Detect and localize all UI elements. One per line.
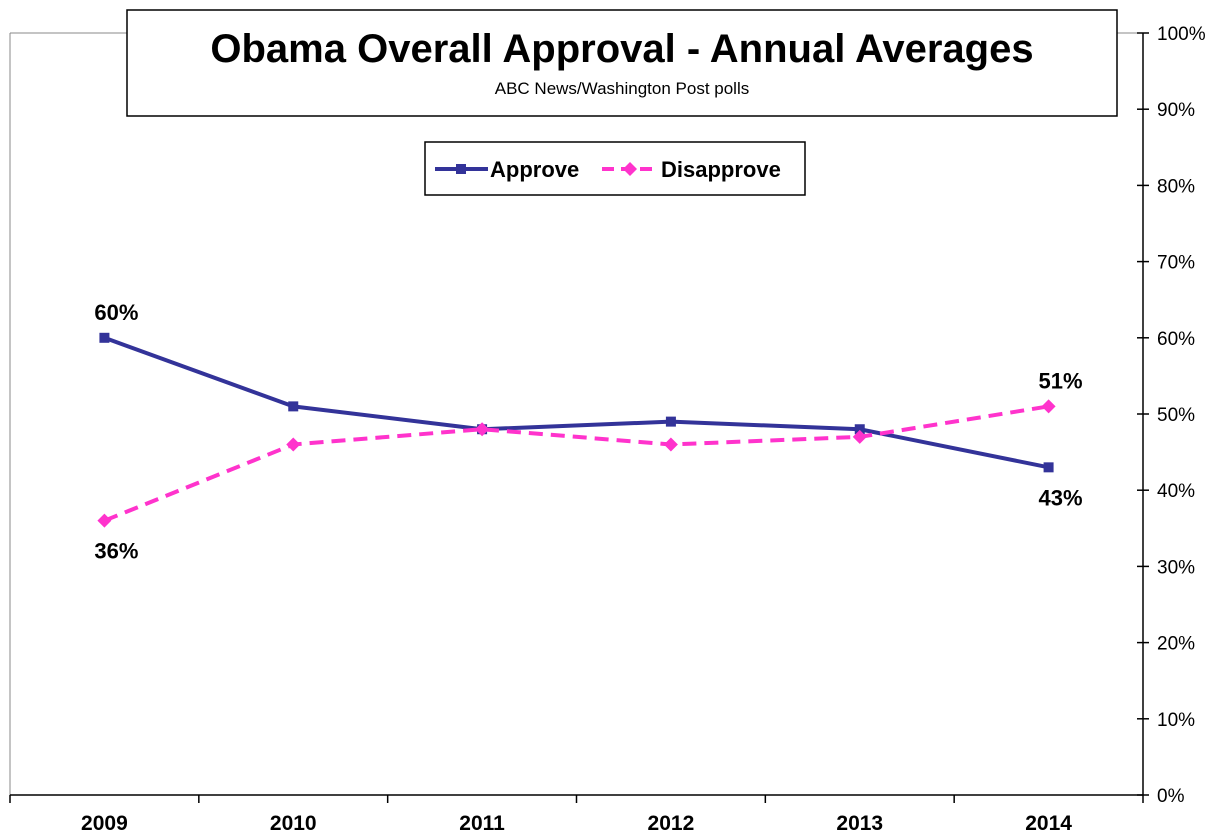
point-approve <box>1043 462 1054 473</box>
legend-approve-marker <box>456 164 466 174</box>
y-tick-label: 0% <box>1157 786 1185 807</box>
y-tick-label: 80% <box>1157 176 1195 197</box>
y-tick-label: 20% <box>1157 634 1195 655</box>
legend-disapprove-marker <box>623 162 637 176</box>
title-box: Obama Overall Approval - Annual Averages… <box>126 9 1118 117</box>
y-tick-label: 50% <box>1157 405 1195 426</box>
point-disapprove <box>1041 399 1056 414</box>
point-approve <box>99 332 110 343</box>
legend-approve-label: Approve <box>490 157 579 182</box>
data-label: 43% <box>1039 485 1083 510</box>
legend: Approve Disapprove <box>424 141 806 196</box>
x-tick-label: 2013 <box>836 812 883 835</box>
series-line-disapprove <box>103 404 1049 523</box>
point-approve <box>854 424 865 435</box>
chart-subtitle: ABC News/Washington Post polls <box>495 79 749 98</box>
legend-disapprove-label: Disapprove <box>661 157 781 182</box>
point-disapprove <box>663 437 678 452</box>
point-disapprove <box>852 429 867 444</box>
y-tick-label: 70% <box>1157 253 1195 274</box>
point-disapprove <box>475 422 490 437</box>
x-tick-label: 2014 <box>1025 812 1072 835</box>
data-label: 60% <box>94 300 138 325</box>
x-tick-label: 2012 <box>648 812 695 835</box>
y-tick-label: 60% <box>1157 329 1195 350</box>
data-label: 51% <box>1039 368 1083 393</box>
y-tick-label: 100% <box>1157 24 1206 45</box>
y-tick-label: 10% <box>1157 710 1195 731</box>
y-tick-label: 90% <box>1157 100 1195 121</box>
y-tick-label: 30% <box>1157 557 1195 578</box>
x-tick-label: 2010 <box>270 812 317 835</box>
point-approve <box>665 416 676 427</box>
y-tick-label: 40% <box>1157 481 1195 502</box>
data-label: 36% <box>94 539 138 564</box>
chart-title: Obama Overall Approval - Annual Averages <box>210 27 1033 71</box>
series-line-approve <box>103 335 1049 470</box>
point-approve <box>288 401 299 412</box>
point-disapprove <box>286 437 301 452</box>
point-disapprove <box>97 513 112 528</box>
x-tick-label: 2011 <box>459 812 505 835</box>
x-tick-label: 2009 <box>81 812 128 835</box>
